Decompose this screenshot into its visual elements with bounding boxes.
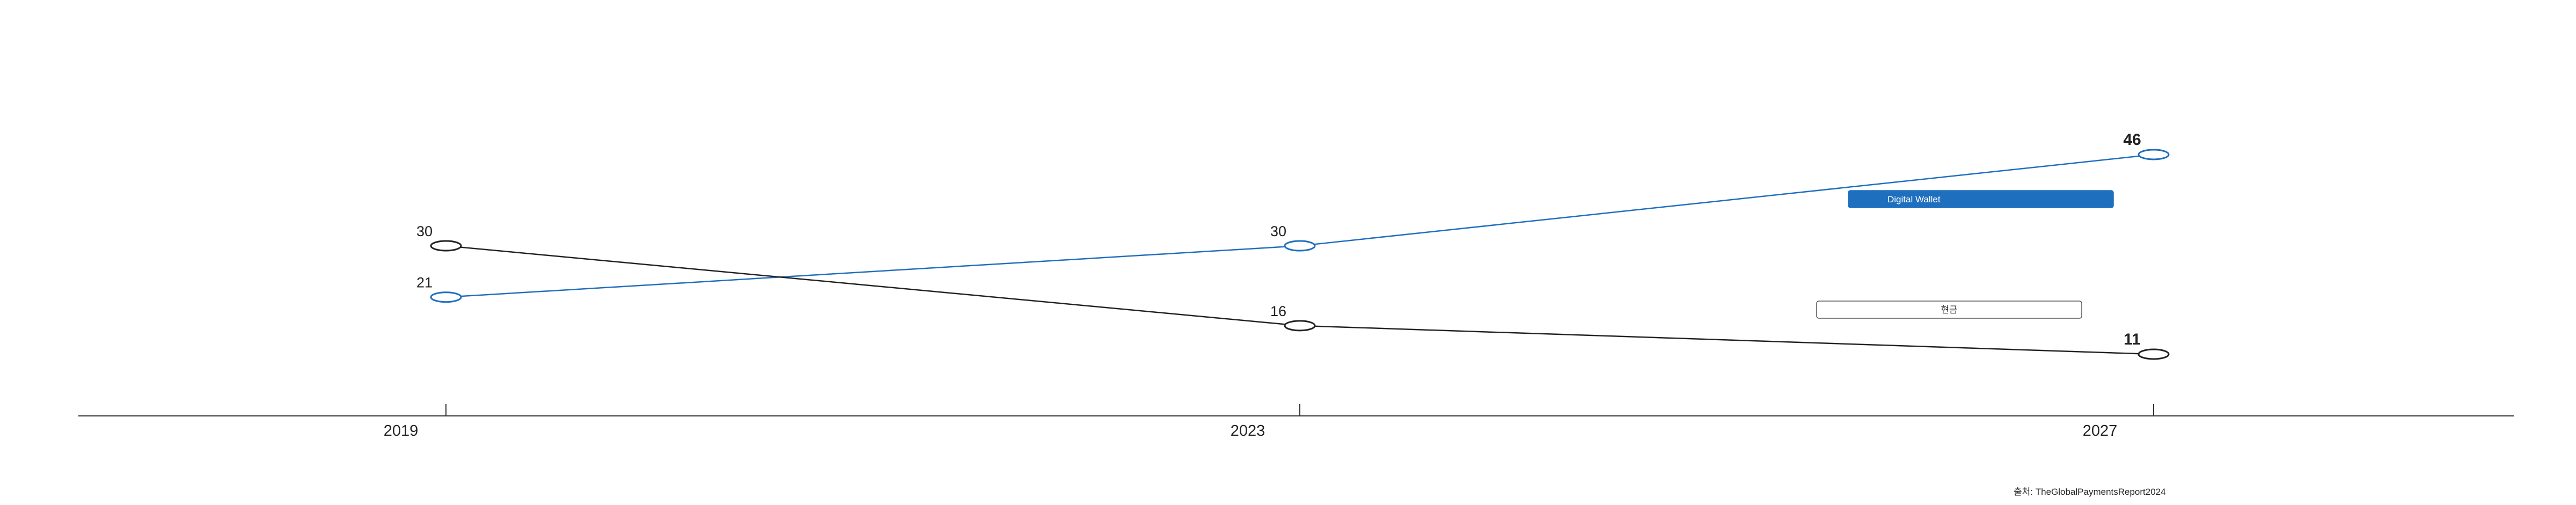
series-0-point-2023 bbox=[1284, 240, 1316, 252]
x-tick-label-2023: 2023 bbox=[1231, 422, 1265, 440]
series-line-0 bbox=[445, 153, 2154, 298]
data-label-series-0-2027: 46 bbox=[2123, 131, 2141, 149]
x-tick-label-2019: 2019 bbox=[384, 422, 419, 440]
x-tick-label-2027: 2027 bbox=[2083, 422, 2118, 440]
x-axis-ticks: 2019 2023 2027 bbox=[384, 404, 2154, 440]
data-label-series-1-2023: 16 bbox=[1270, 303, 1286, 319]
series-0-point-2027 bbox=[2138, 149, 2170, 160]
series-points bbox=[430, 149, 2170, 360]
series-1-point-2019 bbox=[430, 240, 462, 252]
source-note: 출처: TheGlobalPaymentsReport2024 bbox=[2014, 487, 2166, 497]
legend-label-1: 현금 bbox=[1941, 305, 1957, 315]
series-0-point-2019 bbox=[430, 291, 462, 303]
legend-box-0 bbox=[1848, 190, 2114, 208]
legend: Digital Wallet 현금 bbox=[1816, 190, 2114, 319]
legend-label-0: Digital Wallet bbox=[1887, 194, 1941, 204]
series-1-point-2023 bbox=[1284, 320, 1316, 332]
data-label-series-1-2027: 11 bbox=[2124, 331, 2141, 348]
data-labels: 21 30 46 30 16 11 bbox=[416, 131, 2141, 348]
series-line-1 bbox=[445, 245, 2154, 355]
series-1-point-2027 bbox=[2138, 348, 2170, 360]
data-label-series-1-2019: 30 bbox=[416, 223, 433, 239]
data-label-series-0-2019: 21 bbox=[416, 275, 433, 291]
legend-box-1 bbox=[1816, 301, 2082, 319]
data-label-series-0-2023: 30 bbox=[1270, 223, 1286, 239]
